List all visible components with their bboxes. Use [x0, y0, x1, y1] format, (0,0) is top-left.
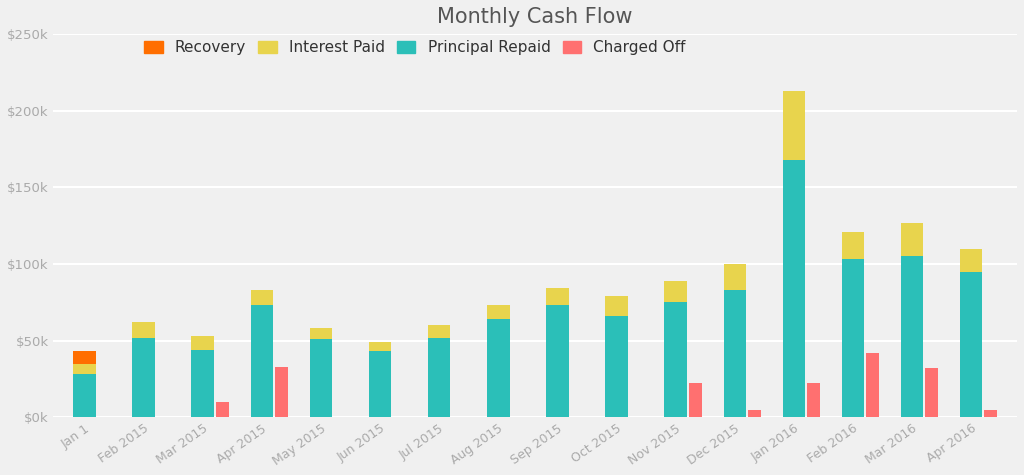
Bar	[369, 342, 391, 352]
Bar	[546, 288, 568, 305]
Bar	[487, 319, 510, 417]
Bar	[274, 367, 288, 417]
Bar	[961, 272, 982, 417]
Bar	[866, 353, 879, 417]
Bar	[984, 409, 997, 417]
Bar	[251, 290, 273, 305]
Bar	[605, 296, 628, 316]
Bar	[74, 352, 95, 363]
Bar	[901, 223, 924, 256]
Bar	[724, 290, 746, 417]
Bar	[782, 160, 805, 417]
Bar	[74, 374, 95, 417]
Bar	[428, 338, 451, 417]
Legend: Recovery, Interest Paid, Principal Repaid, Charged Off: Recovery, Interest Paid, Principal Repai…	[138, 34, 692, 61]
Bar	[748, 409, 761, 417]
Bar	[782, 91, 805, 160]
Bar	[309, 328, 332, 339]
Bar	[191, 336, 214, 350]
Bar	[428, 325, 451, 338]
Bar	[925, 368, 938, 417]
Bar	[724, 264, 746, 290]
Bar	[191, 350, 214, 417]
Bar	[605, 316, 628, 417]
Bar	[842, 232, 864, 259]
Bar	[901, 256, 924, 417]
Bar	[665, 281, 687, 302]
Bar	[369, 352, 391, 417]
Bar	[842, 259, 864, 417]
Bar	[216, 402, 228, 417]
Bar	[689, 383, 701, 417]
Bar	[251, 305, 273, 417]
Bar	[132, 338, 155, 417]
Bar	[961, 248, 982, 272]
Bar	[546, 305, 568, 417]
Bar	[807, 383, 820, 417]
Title: Monthly Cash Flow: Monthly Cash Flow	[437, 7, 633, 27]
Bar	[665, 302, 687, 417]
Bar	[132, 322, 155, 338]
Bar	[74, 363, 95, 374]
Bar	[309, 339, 332, 417]
Bar	[487, 305, 510, 319]
